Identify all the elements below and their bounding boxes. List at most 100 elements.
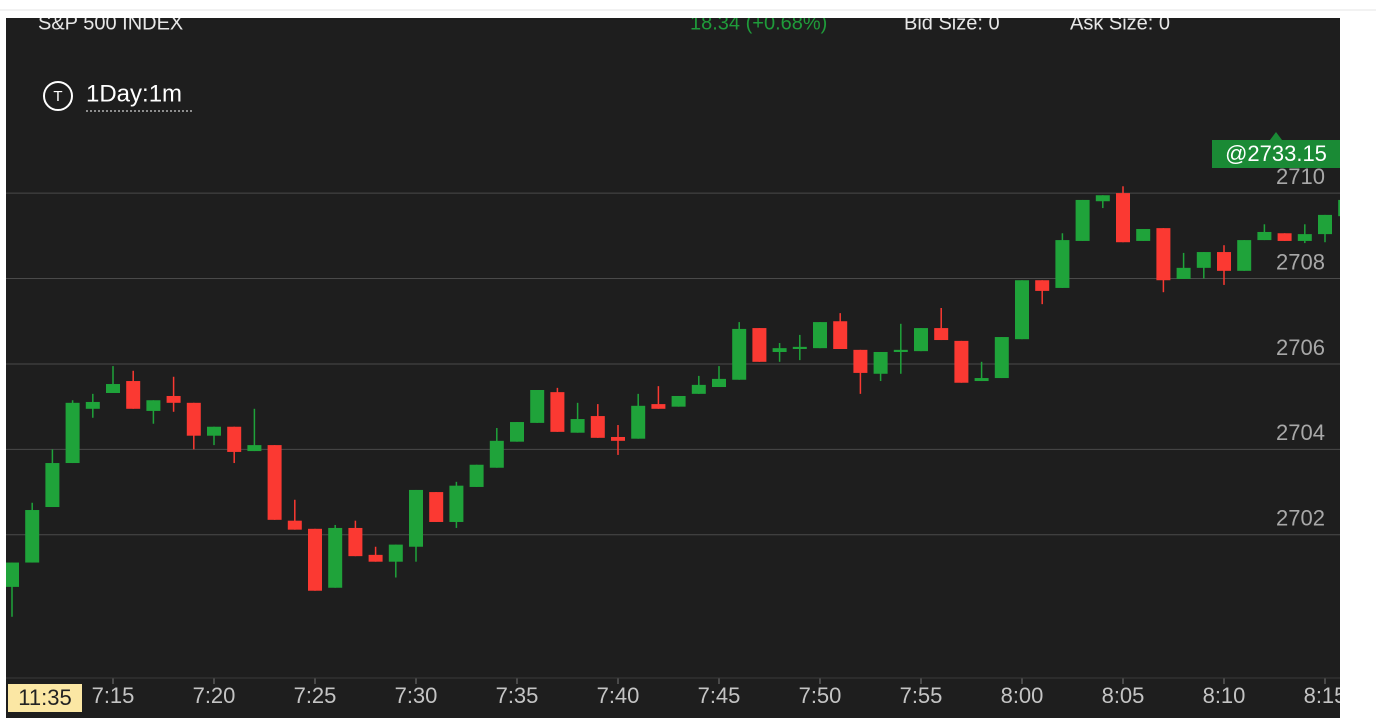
candle-body xyxy=(388,544,403,562)
candle-body xyxy=(1136,228,1151,241)
bid-size: Bid Size: 0 xyxy=(904,12,1000,34)
candle-body xyxy=(267,445,282,520)
x-tick-label: 7:50 xyxy=(799,683,842,708)
candle-body xyxy=(712,378,726,388)
candle-body xyxy=(954,340,969,383)
candle-body xyxy=(833,321,848,349)
tool-icon-glyph: T xyxy=(53,88,62,105)
candle-body xyxy=(1277,233,1292,241)
candle-body xyxy=(934,328,949,341)
candle-body xyxy=(893,349,908,352)
candle-body xyxy=(1015,280,1029,340)
chart-panel xyxy=(6,18,1340,718)
candle-body xyxy=(1095,195,1110,202)
candle-body xyxy=(166,395,181,403)
x-tick-label: 7:30 xyxy=(395,683,438,708)
candle-body xyxy=(45,463,60,508)
candle-body xyxy=(671,395,686,407)
x-tick-label: 8:05 xyxy=(1102,683,1145,708)
candle-body xyxy=(429,492,444,522)
x-tick-label: 7:55 xyxy=(900,683,943,708)
candle-body xyxy=(732,328,747,380)
candle-body xyxy=(1338,199,1340,217)
x-tick-label: 7:15 xyxy=(92,683,135,708)
candle-body xyxy=(1217,252,1231,271)
candle-body xyxy=(570,419,585,433)
y-tick-label: 2706 xyxy=(1276,335,1325,360)
x-tick-label: 7:25 xyxy=(294,683,337,708)
candle-body xyxy=(530,390,545,423)
candle-body xyxy=(550,392,565,432)
candle-body xyxy=(247,445,262,452)
candle-body xyxy=(772,348,787,352)
candle-body xyxy=(227,426,242,452)
x-tick-label: 7:40 xyxy=(597,683,640,708)
x-tick-label: 7:20 xyxy=(193,683,236,708)
time-label-box xyxy=(8,684,82,712)
candle-body xyxy=(611,436,625,441)
candle-body xyxy=(1176,267,1191,279)
candle-body xyxy=(146,400,161,411)
price-tag: @2733.15 xyxy=(1225,141,1327,166)
candle-body xyxy=(792,346,807,349)
price-tag-box xyxy=(1212,140,1340,168)
candle-body xyxy=(691,384,706,394)
candle-body xyxy=(126,381,141,409)
x-tick-label: 8:00 xyxy=(1001,683,1044,708)
candle-body xyxy=(1318,214,1332,235)
candle-body xyxy=(914,328,928,352)
x-tick-label: 8:10 xyxy=(1203,683,1246,708)
candle-body xyxy=(85,401,100,409)
candle-body xyxy=(287,520,302,530)
candle-body xyxy=(873,351,888,374)
candle-body xyxy=(752,328,767,362)
candle-body xyxy=(469,464,484,487)
candle-body xyxy=(1035,280,1050,291)
candle-body xyxy=(308,528,322,591)
candle-body xyxy=(590,416,605,438)
candle-body xyxy=(974,378,989,382)
candle-body xyxy=(1156,228,1171,281)
candle-body xyxy=(1116,193,1130,243)
candle-body xyxy=(25,510,40,563)
candle-body xyxy=(449,485,464,522)
time-label: 11:35 xyxy=(18,685,71,710)
candle-body xyxy=(1055,240,1070,288)
y-tick-label: 2704 xyxy=(1276,420,1325,445)
x-tick-label: 8:15 xyxy=(1304,683,1347,708)
x-tick-label: 7:35 xyxy=(496,683,539,708)
candle-body xyxy=(348,527,363,557)
change: 18.34 (+0.68%) xyxy=(690,12,827,34)
plot-layer: S&P 500 INDEX 18.34 (+0.68%) Bid Size: 0… xyxy=(6,12,1347,708)
candle-body xyxy=(1257,231,1272,241)
candle-body xyxy=(1075,199,1090,241)
price-tag-pointer xyxy=(1270,132,1282,140)
candle-body xyxy=(409,489,423,547)
candle-body xyxy=(1196,252,1211,268)
candle-body xyxy=(1237,240,1252,271)
candle-body xyxy=(65,402,80,464)
candle-body xyxy=(328,527,343,588)
y-tick-label: 2710 xyxy=(1276,164,1325,189)
candle-body xyxy=(489,440,504,468)
y-tick-label: 2702 xyxy=(1276,506,1325,531)
candle-body xyxy=(994,337,1009,379)
candle-body xyxy=(6,562,19,587)
candle-body xyxy=(853,349,868,373)
candle-body xyxy=(631,405,646,439)
ask-size: Ask Size: 0 xyxy=(1070,12,1170,34)
candle-body xyxy=(207,426,221,436)
candle-body xyxy=(368,554,383,562)
y-tick-label: 2708 xyxy=(1276,249,1325,274)
candle-body xyxy=(651,404,666,409)
candle-body xyxy=(510,422,524,442)
interval-selector[interactable]: 1Day:1m xyxy=(86,80,182,107)
candle-body xyxy=(1297,234,1312,241)
tool-icon[interactable] xyxy=(43,81,73,111)
candle-body xyxy=(106,384,120,393)
x-tick-label: 7:45 xyxy=(698,683,741,708)
candle-body xyxy=(813,322,827,349)
symbol-title: S&P 500 INDEX xyxy=(38,12,183,34)
